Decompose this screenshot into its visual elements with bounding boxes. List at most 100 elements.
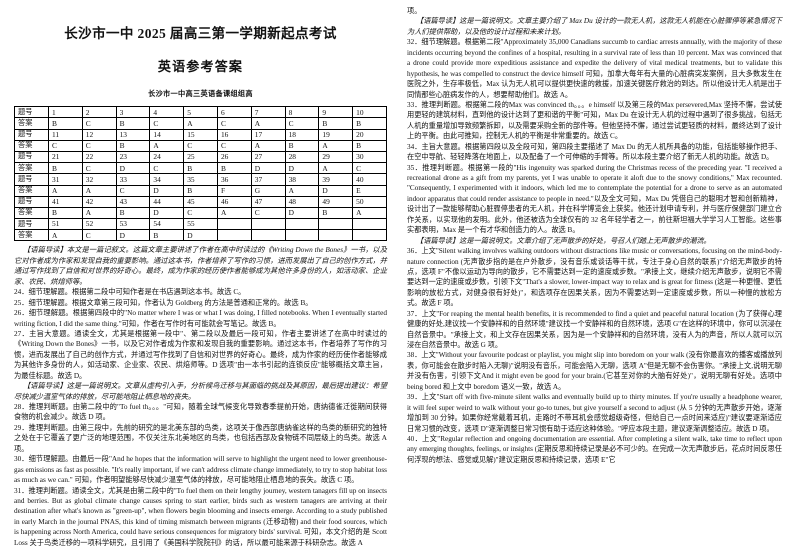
question-number: 26	[216, 150, 252, 164]
answer-cell: C	[352, 162, 387, 175]
answer-cell: B	[318, 117, 354, 130]
explanation-item-30: 30．细节理解题。由最后一段"And he hopes that the inf…	[14, 455, 387, 485]
empty-cell	[284, 218, 320, 231]
explanation-item-38: 38．上文"Without your favourite podcast or …	[407, 351, 782, 391]
question-number: 51	[48, 218, 83, 231]
question-number: 38	[284, 173, 320, 186]
question-number: 47	[250, 195, 286, 208]
answer-cell: D	[115, 162, 151, 175]
question-number: 49	[318, 195, 354, 208]
row-label-number: 题号	[14, 106, 49, 119]
table-row: 题号 41 42 43 44 45 46 47 48 49 50	[14, 195, 387, 208]
answer-cell: A	[216, 206, 252, 220]
table-row: 答案 C C B A C C A B A B	[14, 139, 387, 152]
row-label-number: 题号	[14, 195, 49, 208]
question-number: 23	[115, 150, 151, 164]
answer-cell: B	[48, 162, 83, 175]
table-row: 题号 11 12 13 14 15 16 17 18 19 20	[14, 128, 387, 141]
empty-cell	[250, 218, 286, 231]
row-label-answer: 答案	[14, 162, 49, 175]
question-number: 55	[183, 218, 218, 231]
question-number: 50	[352, 195, 387, 208]
answer-cell: C	[149, 162, 185, 175]
question-number: 19	[318, 128, 354, 141]
empty-cell	[284, 229, 320, 242]
answer-table-body: 题号 1 2 3 4 5 6 7 8 9 10 答案 B C B	[14, 106, 387, 242]
answer-cell: B	[284, 139, 320, 152]
table-row: 题号 1 2 3 4 5 6 7 8 9 10	[14, 106, 387, 119]
row-label-number: 题号	[14, 150, 49, 164]
empty-cell	[318, 218, 354, 231]
answer-cell: A	[250, 139, 286, 152]
question-number: 52	[81, 218, 117, 231]
answer-cell: A	[250, 117, 286, 130]
department-line: 长沙市一中高三英语备课组组高	[148, 90, 253, 99]
answer-cell: B	[352, 139, 387, 152]
table-row: 答案 B C D C B B D D A C	[14, 162, 387, 175]
answer-cell: C	[81, 117, 117, 130]
table-row: 答案 A C D B D	[14, 229, 387, 242]
explanation-item-36: 36．上文"Silent walking involves walking ou…	[407, 247, 782, 308]
row-label-answer: 答案	[14, 117, 49, 130]
answer-cell: A	[284, 184, 320, 197]
left-column: 长沙市一中 2025 届高三第一学期新起点考试 英语参考答案 长沙市一中高三英语…	[0, 0, 397, 548]
answer-cell: A	[318, 162, 354, 175]
question-number: 6	[216, 106, 252, 119]
answer-cell: C	[183, 206, 218, 220]
answer-cell: B	[183, 184, 218, 197]
answer-table: 题号 1 2 3 4 5 6 7 8 9 10 答案 B C B	[14, 106, 387, 242]
question-number: 30	[352, 150, 387, 164]
question-number: 11	[48, 128, 83, 141]
page-title: 长沙市一中 2025 届高三第一学期新起点考试	[64, 26, 337, 41]
question-number: 46	[216, 195, 252, 208]
question-number: 2	[81, 106, 117, 119]
explanation-item-37: 37．上文"For reaping the mental health bene…	[407, 309, 782, 349]
question-number: 14	[149, 128, 185, 141]
question-number: 22	[81, 150, 117, 164]
question-number: 16	[216, 128, 252, 141]
table-row: 题号 21 22 23 24 25 26 27 28 29 30	[14, 150, 387, 164]
passage-guide: 【语篇导读】这是一篇说明文。文章从虚构引入手，分析候鸟迁移与其面临的挑战及其原因…	[14, 382, 387, 401]
explanation-item-39: 39．上文"Start off with five-minute silent …	[407, 393, 782, 433]
question-number: 33	[115, 173, 151, 186]
explanation-item-24: 24．细节理解题。根据第二段中可知作者是在书店遇到这本书。故选 C。	[14, 288, 246, 297]
explanation-item-40: 40．上文"Regular reflection and ongoing doc…	[407, 434, 782, 464]
question-number: 45	[183, 195, 218, 208]
question-number: 12	[81, 128, 117, 141]
passage-guide: 【语篇导读】本文是一篇记叙文。这篇文章主要讲述了作者在高中时读过的《Writin…	[14, 246, 387, 286]
answer-cell: C	[81, 139, 117, 152]
answer-cell: C	[216, 139, 252, 152]
explanation-item-29: 29．推理判断题。由第三段中，先前的研究的是北美东部的鸟类，这项关于像西部唐纳雀…	[14, 423, 387, 453]
question-number: 27	[250, 150, 286, 164]
answer-cell: D	[149, 206, 185, 220]
answer-cell: C	[115, 184, 151, 197]
answer-cell: F	[216, 184, 252, 197]
question-number: 17	[250, 128, 286, 141]
row-label-number: 题号	[14, 173, 49, 186]
table-row: 答案 A A C D B F G A D E	[14, 184, 387, 197]
answer-cell: C	[81, 229, 117, 242]
table-row: 答案 B C B C A C A C B B	[14, 117, 387, 130]
question-number: 37	[250, 173, 286, 186]
explanation-item-34: 34．主旨大意题。根据第四段以及全段可知，第四段主要描述了 Max Du 的无人…	[407, 142, 782, 162]
continuation-line: 项。	[407, 7, 422, 15]
question-number: 18	[284, 128, 320, 141]
answer-cell: C	[250, 206, 286, 220]
row-label-answer: 答案	[14, 206, 49, 220]
question-number: 53	[115, 218, 151, 231]
explanation-item-33: 33．推理判断题。根据第二段的Max was convinced th。。。e …	[407, 100, 782, 141]
question-number: 24	[149, 150, 185, 164]
answer-cell: B	[318, 206, 354, 220]
table-row: 题号 31 32 33 34 35 36 37 38 39 40	[14, 173, 387, 186]
question-number: 5	[183, 106, 218, 119]
question-number: 42	[81, 195, 117, 208]
row-label-number: 题号	[14, 218, 49, 231]
answer-cell: D	[149, 184, 185, 197]
answer-cell: G	[250, 184, 286, 197]
question-number: 36	[216, 173, 252, 186]
explanation-item-28: 28．推理判断题。由第二段中的"To fuel th。。。"可知，随着全球气候变…	[14, 403, 387, 422]
answer-cell: B	[115, 206, 151, 220]
answer-cell: B	[48, 117, 83, 130]
answer-cell: C	[284, 117, 320, 130]
